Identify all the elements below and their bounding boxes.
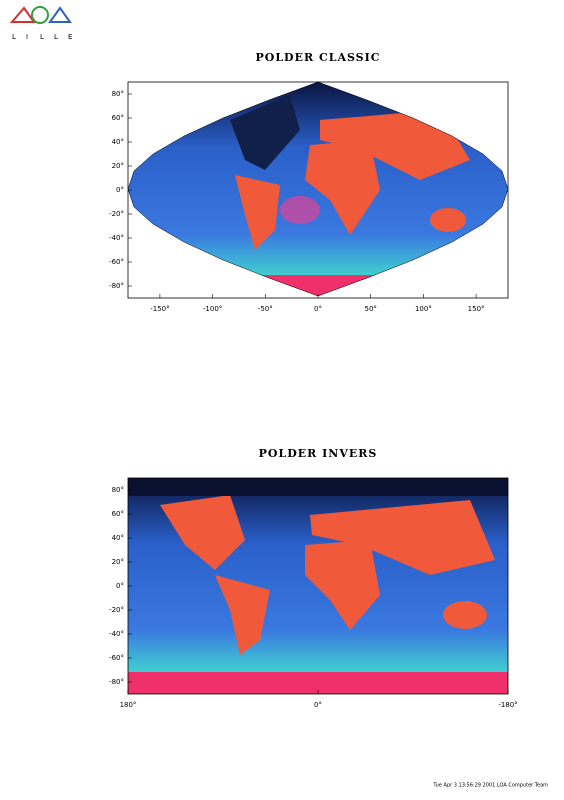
y-tick-label: -20°	[109, 606, 124, 614]
x-tick-label: -100°	[203, 305, 222, 313]
y-tick-label: -60°	[109, 258, 124, 266]
x-tick-label: 150°	[468, 305, 485, 313]
x-tick-label: -50°	[258, 305, 273, 313]
x-tick-label: 0°	[314, 701, 322, 709]
y-tick-label: -40°	[109, 630, 124, 638]
logo-letter: L	[54, 33, 58, 41]
y-tick-label: 20°	[112, 558, 124, 566]
x-tick-label: 180°	[120, 701, 137, 709]
map-title: POLDER CLASSIC	[255, 51, 380, 64]
x-tick-label: -150°	[150, 305, 169, 313]
map-image	[128, 478, 508, 694]
y-tick-label: 80°	[112, 486, 124, 494]
y-tick-label: 20°	[112, 162, 124, 170]
logo-letter: I	[26, 33, 28, 41]
logo-letter: L	[40, 33, 44, 41]
map-title: POLDER INVERS	[259, 447, 378, 460]
y-tick-label: -80°	[109, 282, 124, 290]
y-tick-label: 40°	[112, 138, 124, 146]
y-tick-label: 60°	[112, 510, 124, 518]
y-tick-label: 80°	[112, 90, 124, 98]
y-tick-label: 40°	[112, 534, 124, 542]
logo-letter: L	[12, 33, 16, 41]
y-tick-label: 0°	[116, 186, 124, 194]
y-tick-label: -40°	[109, 234, 124, 242]
footer: Tue Apr 3 13:56:29 2001 LOA Computer Tea…	[432, 783, 548, 789]
y-tick-label: -80°	[109, 678, 124, 686]
x-tick-label: 0°	[314, 305, 322, 313]
y-tick-label: -60°	[109, 654, 124, 662]
logo-letter: E	[68, 33, 72, 41]
x-tick-label: 50°	[364, 305, 376, 313]
map-image	[128, 82, 508, 296]
y-tick-label: 0°	[116, 582, 124, 590]
y-tick-label: -20°	[109, 210, 124, 218]
x-tick-label: -180°	[498, 701, 517, 709]
y-tick-label: 60°	[112, 114, 124, 122]
x-tick-label: 100°	[415, 305, 432, 313]
